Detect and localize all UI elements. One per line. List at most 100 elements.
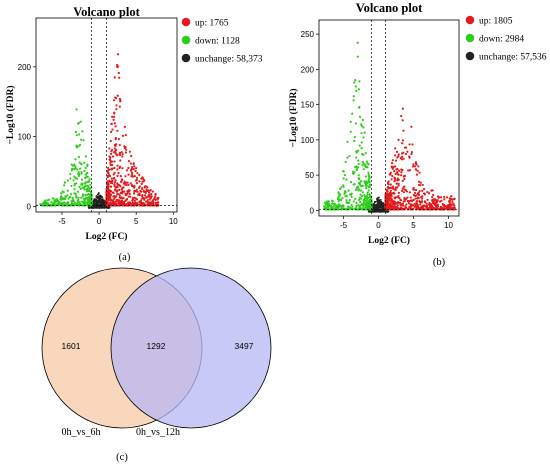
up-point xyxy=(411,204,415,207)
up-point xyxy=(116,94,119,97)
up-point xyxy=(127,201,131,204)
up-point xyxy=(393,201,396,204)
up-point xyxy=(114,144,117,148)
unchange-point xyxy=(375,204,378,207)
down-point xyxy=(69,172,72,176)
up-point xyxy=(396,172,399,175)
up-point xyxy=(443,198,446,201)
up-point xyxy=(406,199,409,203)
down-point xyxy=(360,195,364,198)
up-point xyxy=(412,188,415,191)
up-point xyxy=(399,199,403,202)
up-point xyxy=(403,200,406,203)
unchange-point xyxy=(96,203,99,206)
up-point xyxy=(416,192,419,195)
down-point xyxy=(356,55,359,58)
down-point xyxy=(60,195,63,198)
down-point xyxy=(370,201,373,204)
down-point xyxy=(68,195,72,199)
down-point xyxy=(85,175,88,178)
set-b-name: 0h_vs_12h xyxy=(136,427,180,438)
down-point xyxy=(360,141,363,144)
down-point xyxy=(363,163,367,166)
down-point xyxy=(363,193,366,197)
up-point xyxy=(125,202,128,206)
up-point xyxy=(112,173,115,176)
down-point xyxy=(66,194,69,197)
up-point xyxy=(393,177,397,180)
down-point xyxy=(362,202,365,205)
up-point xyxy=(114,149,117,153)
up-point xyxy=(397,191,400,194)
up-point xyxy=(429,204,432,207)
down-point xyxy=(355,204,358,207)
up-point xyxy=(113,171,116,174)
up-point xyxy=(115,185,118,188)
down-point xyxy=(357,159,360,162)
down-point xyxy=(361,191,364,194)
down-point xyxy=(75,134,78,137)
up-point xyxy=(414,161,418,164)
up-point xyxy=(126,190,129,193)
up-point xyxy=(111,199,114,202)
down-point xyxy=(71,196,74,200)
down-point xyxy=(84,173,87,176)
up-point xyxy=(106,166,110,170)
down-point xyxy=(63,181,66,184)
up-point xyxy=(113,183,116,186)
down-point xyxy=(86,172,89,175)
down-point xyxy=(340,207,343,210)
up-point xyxy=(135,188,138,191)
down-point xyxy=(358,196,361,199)
up-point xyxy=(120,178,124,182)
down-point xyxy=(79,203,82,206)
down-point xyxy=(366,193,369,196)
down-point xyxy=(354,122,357,125)
up-point xyxy=(397,184,400,187)
up-point xyxy=(127,160,131,163)
down-point xyxy=(357,203,360,206)
down-point xyxy=(74,177,77,180)
up-point xyxy=(117,71,120,75)
up-point xyxy=(138,192,141,195)
down-point xyxy=(74,130,78,134)
down-point xyxy=(356,166,360,169)
up-point xyxy=(134,169,137,173)
y-tick-label: 200 xyxy=(18,63,32,72)
down-point xyxy=(341,184,345,187)
up-point xyxy=(111,179,114,182)
up-point xyxy=(129,182,132,185)
y-tick-label: 100 xyxy=(18,133,32,142)
up-point xyxy=(120,151,123,154)
up-point xyxy=(109,163,112,166)
up-point xyxy=(397,178,400,181)
up-point xyxy=(416,197,419,200)
up-point xyxy=(115,143,118,146)
up-point xyxy=(411,165,415,168)
down-point xyxy=(89,183,92,186)
down-point xyxy=(340,205,343,208)
down-point xyxy=(60,198,63,201)
up-point xyxy=(147,193,151,196)
up-point xyxy=(130,175,133,178)
down-point xyxy=(329,204,332,208)
unchange-point xyxy=(368,210,370,213)
down-point xyxy=(61,190,64,193)
down-point xyxy=(360,132,363,135)
down-point xyxy=(357,149,360,152)
y-tick-label: 150 xyxy=(301,101,315,110)
up-point xyxy=(109,139,112,143)
up-point xyxy=(140,182,143,185)
down-point xyxy=(362,198,365,202)
up-point xyxy=(394,159,398,162)
up-point xyxy=(146,203,149,207)
chart-title: Volcano plot xyxy=(73,5,140,19)
up-point xyxy=(121,153,124,156)
down-point xyxy=(83,161,86,164)
up-point xyxy=(405,203,408,206)
up-point xyxy=(133,174,136,178)
x-tick-label: 10 xyxy=(169,217,178,226)
up-point xyxy=(400,170,403,174)
down-point xyxy=(53,200,56,203)
